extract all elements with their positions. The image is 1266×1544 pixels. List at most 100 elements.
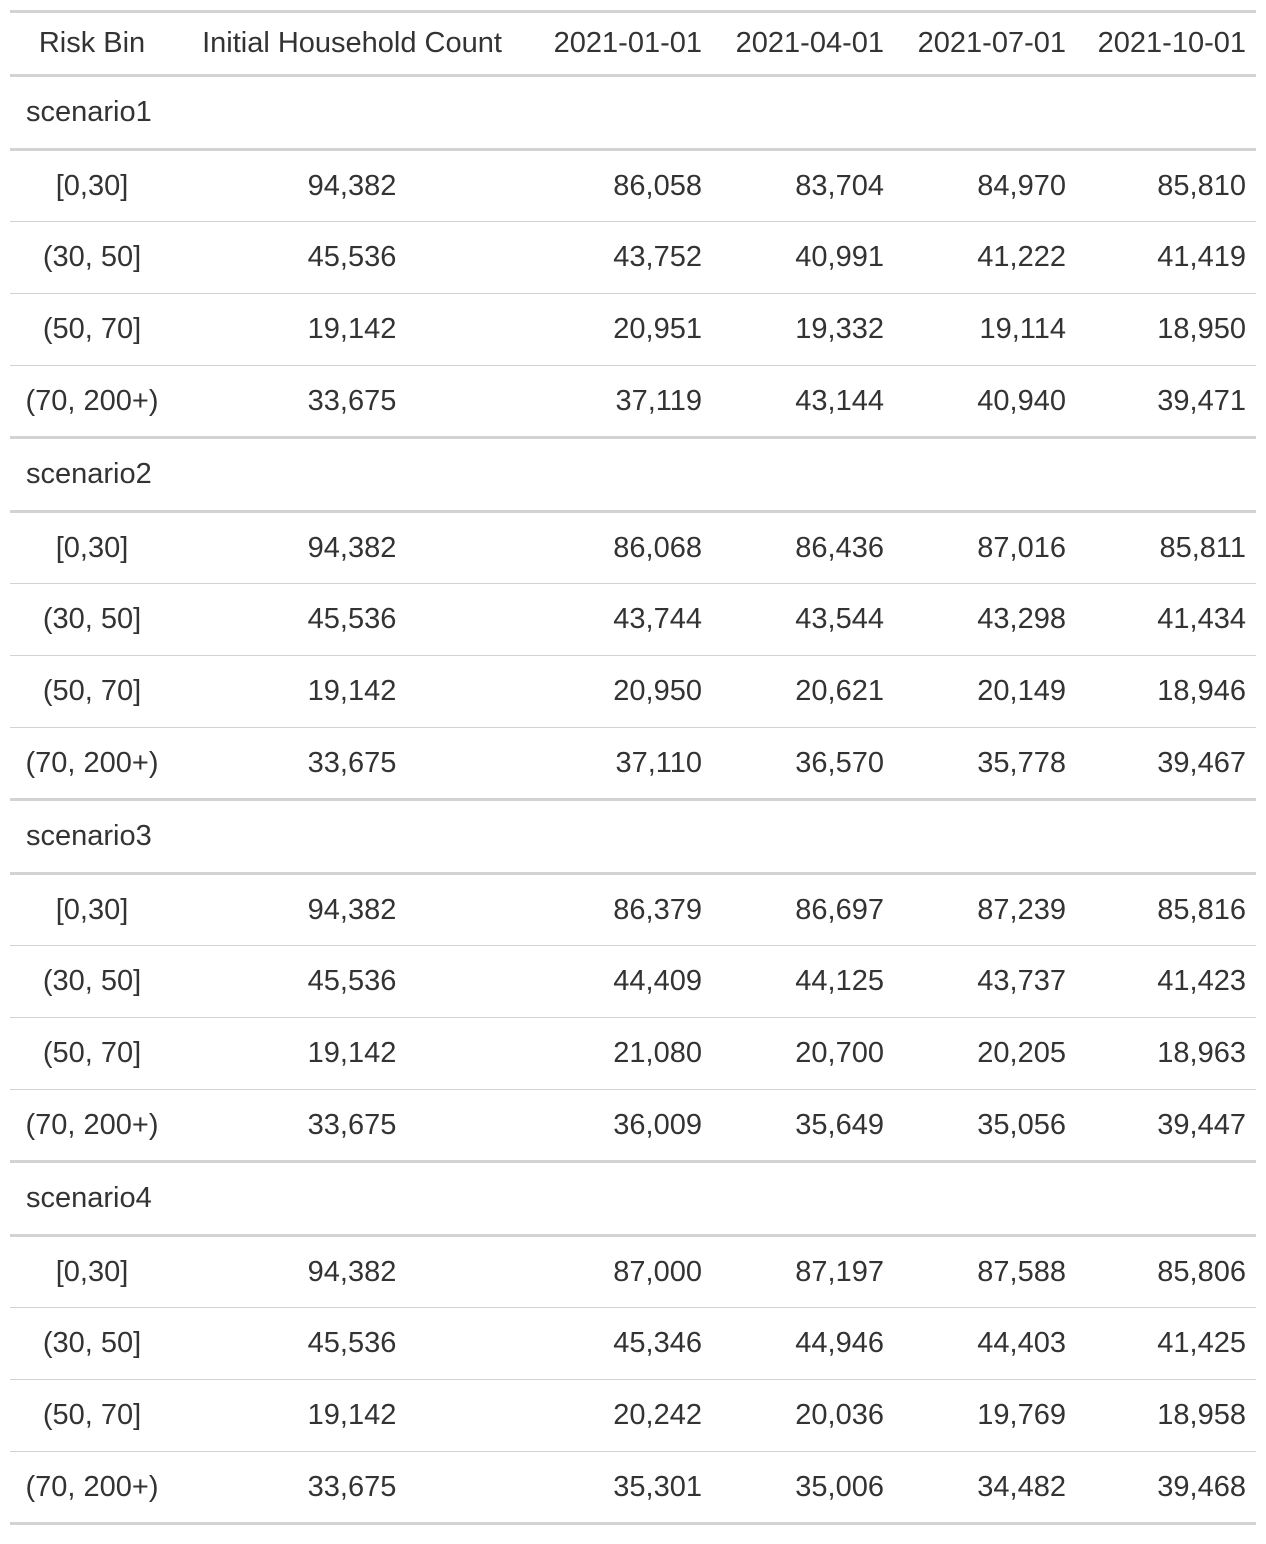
cell-2021-10-01: 85,810 [1076, 149, 1256, 222]
cell-risk-bin: (50, 70] [10, 293, 174, 366]
cell-2021-07-01: 44,403 [894, 1307, 1076, 1380]
cell-2021-07-01: 87,239 [894, 873, 1076, 946]
cell-risk-bin: (30, 50] [10, 1307, 174, 1380]
cell-2021-04-01: 86,697 [712, 873, 894, 946]
table-row: (50, 70] 19,142 21,080 20,700 20,205 18,963 [10, 1017, 1256, 1090]
cell-2021-10-01: 41,419 [1076, 221, 1256, 294]
cell-2021-07-01: 19,114 [894, 293, 1076, 366]
cell-2021-04-01: 87,197 [712, 1235, 894, 1308]
cell-risk-bin: (30, 50] [10, 583, 174, 656]
table-row: (70, 200+) 33,675 37,119 43,144 40,940 39,471 [10, 365, 1256, 439]
column-header-initial-household-count: Initial Household Count [174, 10, 530, 77]
group-row: scenario4 [10, 1161, 1256, 1237]
header-row: Risk Bin Initial Household Count 2021-01… [10, 10, 1256, 77]
group-label: scenario1 [10, 75, 1256, 151]
cell-2021-01-01: 43,752 [530, 221, 712, 294]
column-header-2021-10-01: 2021-10-01 [1076, 10, 1256, 77]
cell-2021-10-01: 85,816 [1076, 873, 1256, 946]
cell-2021-04-01: 20,700 [712, 1017, 894, 1090]
group-label: scenario4 [10, 1161, 1256, 1237]
cell-2021-04-01: 43,544 [712, 583, 894, 656]
cell-2021-10-01: 41,434 [1076, 583, 1256, 656]
table-body: scenario1 [0,30] 94,382 86,058 83,704 84,970 8… [10, 75, 1256, 1525]
cell-2021-10-01: 18,946 [1076, 655, 1256, 728]
cell-2021-01-01: 37,110 [530, 727, 712, 801]
cell-initial-household-count: 19,142 [174, 1017, 530, 1090]
cell-2021-01-01: 21,080 [530, 1017, 712, 1090]
cell-2021-07-01: 20,205 [894, 1017, 1076, 1090]
cell-2021-07-01: 84,970 [894, 149, 1076, 222]
cell-2021-07-01: 34,482 [894, 1451, 1076, 1525]
cell-2021-04-01: 19,332 [712, 293, 894, 366]
cell-2021-10-01: 18,950 [1076, 293, 1256, 366]
cell-initial-household-count: 45,536 [174, 945, 530, 1018]
cell-risk-bin: (70, 200+) [10, 1089, 174, 1163]
table-header: Risk Bin Initial Household Count 2021-01… [10, 10, 1256, 77]
cell-initial-household-count: 33,675 [174, 365, 530, 439]
table-row: [0,30] 94,382 86,068 86,436 87,016 85,811 [10, 511, 1256, 584]
table-row: (30, 50] 45,536 43,744 43,544 43,298 41,434 [10, 583, 1256, 656]
cell-2021-04-01: 44,125 [712, 945, 894, 1018]
table-row: (70, 200+) 33,675 36,009 35,649 35,056 39,447 [10, 1089, 1256, 1163]
household-count-table-container: Risk Bin Initial Household Count 2021-01… [10, 10, 1256, 1525]
cell-risk-bin: [0,30] [10, 873, 174, 946]
cell-2021-04-01: 35,006 [712, 1451, 894, 1525]
cell-initial-household-count: 19,142 [174, 293, 530, 366]
household-count-table: Risk Bin Initial Household Count 2021-01… [10, 10, 1256, 1525]
cell-2021-04-01: 20,036 [712, 1379, 894, 1452]
cell-2021-01-01: 45,346 [530, 1307, 712, 1380]
cell-risk-bin: [0,30] [10, 511, 174, 584]
table-row: [0,30] 94,382 86,379 86,697 87,239 85,816 [10, 873, 1256, 946]
cell-initial-household-count: 33,675 [174, 727, 530, 801]
cell-2021-07-01: 41,222 [894, 221, 1076, 294]
cell-2021-10-01: 41,425 [1076, 1307, 1256, 1380]
cell-2021-07-01: 35,778 [894, 727, 1076, 801]
group-row: scenario2 [10, 437, 1256, 513]
cell-initial-household-count: 19,142 [174, 655, 530, 728]
cell-2021-01-01: 36,009 [530, 1089, 712, 1163]
cell-initial-household-count: 94,382 [174, 149, 530, 222]
cell-2021-07-01: 20,149 [894, 655, 1076, 728]
cell-2021-01-01: 44,409 [530, 945, 712, 1018]
cell-risk-bin: (70, 200+) [10, 365, 174, 439]
cell-2021-04-01: 44,946 [712, 1307, 894, 1380]
cell-2021-01-01: 37,119 [530, 365, 712, 439]
cell-2021-10-01: 39,447 [1076, 1089, 1256, 1163]
cell-2021-10-01: 41,423 [1076, 945, 1256, 1018]
cell-2021-04-01: 43,144 [712, 365, 894, 439]
cell-2021-07-01: 19,769 [894, 1379, 1076, 1452]
cell-risk-bin: (30, 50] [10, 945, 174, 1018]
cell-2021-01-01: 20,951 [530, 293, 712, 366]
cell-initial-household-count: 19,142 [174, 1379, 530, 1452]
cell-risk-bin: [0,30] [10, 149, 174, 222]
cell-2021-04-01: 20,621 [712, 655, 894, 728]
cell-initial-household-count: 33,675 [174, 1451, 530, 1525]
table-row: (30, 50] 45,536 44,409 44,125 43,737 41,423 [10, 945, 1256, 1018]
cell-2021-01-01: 86,058 [530, 149, 712, 222]
table-row: (30, 50] 45,536 43,752 40,991 41,222 41,419 [10, 221, 1256, 294]
cell-2021-10-01: 39,471 [1076, 365, 1256, 439]
cell-2021-01-01: 86,068 [530, 511, 712, 584]
cell-risk-bin: (70, 200+) [10, 1451, 174, 1525]
column-header-2021-04-01: 2021-04-01 [712, 10, 894, 77]
cell-2021-04-01: 36,570 [712, 727, 894, 801]
table-row: (70, 200+) 33,675 37,110 36,570 35,778 39,467 [10, 727, 1256, 801]
cell-initial-household-count: 45,536 [174, 221, 530, 294]
cell-2021-10-01: 18,958 [1076, 1379, 1256, 1452]
cell-2021-01-01: 86,379 [530, 873, 712, 946]
cell-2021-01-01: 20,242 [530, 1379, 712, 1452]
cell-2021-01-01: 43,744 [530, 583, 712, 656]
cell-2021-07-01: 40,940 [894, 365, 1076, 439]
cell-risk-bin: (50, 70] [10, 655, 174, 728]
cell-initial-household-count: 33,675 [174, 1089, 530, 1163]
cell-risk-bin: (30, 50] [10, 221, 174, 294]
cell-risk-bin: (70, 200+) [10, 727, 174, 801]
cell-2021-04-01: 35,649 [712, 1089, 894, 1163]
cell-2021-10-01: 85,806 [1076, 1235, 1256, 1308]
cell-risk-bin: (50, 70] [10, 1017, 174, 1090]
cell-2021-01-01: 20,950 [530, 655, 712, 728]
cell-risk-bin: (50, 70] [10, 1379, 174, 1452]
cell-2021-07-01: 87,588 [894, 1235, 1076, 1308]
cell-2021-04-01: 86,436 [712, 511, 894, 584]
cell-initial-household-count: 45,536 [174, 583, 530, 656]
